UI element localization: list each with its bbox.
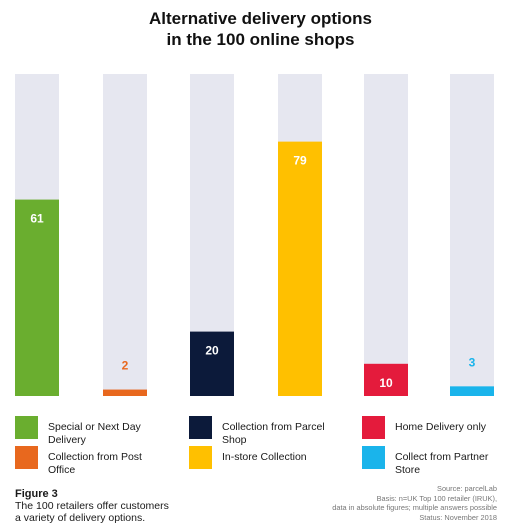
bar-track [364,74,408,396]
chart-title: Alternative delivery options in the 100 … [0,8,521,50]
status-line: Status: November 2018 [419,512,497,522]
legend-swatch [15,446,38,469]
data-note-line: data in absolute figures; multiple answe… [332,503,497,512]
bar-value-label: 2 [122,359,129,373]
bar-value-label: 79 [293,154,307,168]
legend-item-in-store: In-store Collection [189,446,337,469]
bar [450,386,494,396]
legend-swatch [362,446,385,469]
legend-swatch [189,416,212,439]
chart-title-line-1: Alternative delivery options [149,9,372,28]
legend-item-partner-store: Collect from Partner Store [362,446,495,477]
legend-label: Collection from Parcel Shop [222,421,325,446]
figure-label: Figure 3 [15,488,58,500]
bar-value-label: 10 [379,376,393,390]
legend-swatch [15,416,38,439]
bar-chart: 61 2 20 79 10 3 [15,74,494,396]
legend-swatch [189,446,212,469]
figure-caption-block: Figure 3 The 100 retailers offer custome… [15,488,175,524]
bar [15,199,59,396]
bar [278,141,322,396]
bar-track [450,74,494,396]
legend-swatch [362,416,385,439]
source-line: Source: parcelLab [437,484,497,493]
bar [103,389,147,396]
bar [190,331,234,396]
source-note: Source: parcelLab Basis: n=UK Top 100 re… [332,484,497,522]
bar-value-label: 20 [205,344,219,358]
legend-label: Special or Next Day Delivery [48,421,141,446]
bar-track [103,74,147,396]
bar [364,363,408,396]
legend-item-home-delivery: Home Delivery only [362,416,510,439]
legend-item-parcel-shop: Collection from Parcel Shop [189,416,352,447]
legend-label: In-store Collection [222,451,307,463]
legend-item-post-office: Collection from Post Office [15,446,163,477]
legend-item-special-next-day: Special or Next Day Delivery [15,416,163,447]
basis-line: Basis: n=UK Top 100 retailer (IRUK), [376,493,497,503]
legend-label: Collection from Post Office [48,451,142,476]
figure-caption: The 100 retailers offer customers a vari… [15,500,169,524]
bar-value-label: 61 [30,212,44,226]
chart-title-line-2: in the 100 online shops [166,30,355,49]
bar-value-label: 3 [469,355,476,369]
legend-label: Collect from Partner Store [395,451,489,476]
legend-label: Home Delivery only [395,421,487,433]
